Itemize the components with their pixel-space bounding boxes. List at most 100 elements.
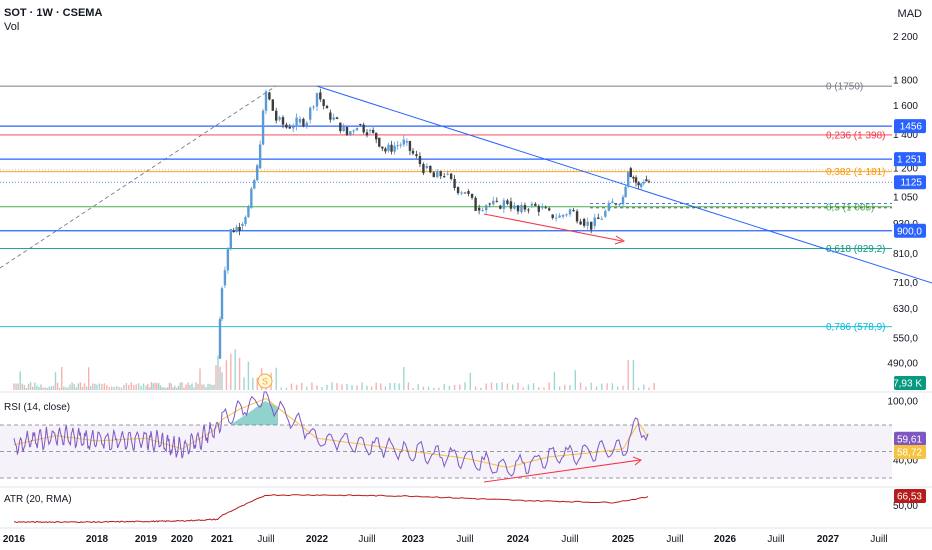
rsi-pane-title[interactable]: RSI (14, close)	[4, 402, 71, 413]
price-axis-tick: 1 400	[893, 130, 918, 141]
volume-bar	[485, 383, 487, 390]
candle-body	[640, 183, 643, 188]
volume-bar	[238, 357, 241, 390]
volume-bar	[183, 387, 185, 390]
volume-bar	[177, 385, 180, 390]
volume-bar	[256, 377, 258, 390]
atr-pane-title[interactable]: ATR (20, RMA)	[4, 494, 72, 505]
candle-body	[247, 205, 250, 218]
volume-bar	[522, 387, 524, 390]
volume-bar	[94, 383, 96, 390]
candle-body	[541, 207, 544, 209]
candle-body	[429, 165, 432, 173]
candle-body	[365, 132, 369, 136]
candle-body	[627, 172, 630, 187]
volume-bar	[172, 387, 174, 390]
candle-body	[527, 209, 530, 211]
volume-bar	[427, 386, 430, 390]
candle-body	[275, 110, 278, 121]
volume-bar	[65, 387, 67, 390]
volume-bar	[61, 367, 63, 390]
volume-bar	[443, 383, 445, 390]
volume-bar	[125, 382, 128, 390]
candle-body	[534, 203, 537, 206]
volume-bar	[389, 383, 391, 390]
volume-bar	[85, 386, 88, 390]
candle-body	[298, 118, 302, 123]
candle-body	[520, 205, 523, 213]
candle-body	[250, 188, 253, 208]
volume-bar	[230, 353, 232, 390]
candle-body	[345, 126, 349, 135]
earnings-badge-icon	[257, 373, 273, 389]
volume-bar	[50, 386, 53, 390]
volume-bar	[150, 382, 153, 390]
volume-bar	[152, 383, 154, 390]
atr-axis-tick: 50,00	[893, 501, 918, 512]
volume-bar	[31, 386, 34, 390]
candle-body	[278, 117, 281, 120]
candle-body	[499, 205, 502, 209]
candle-body	[295, 117, 298, 127]
time-axis-label: 2022	[306, 534, 329, 545]
price-tag-bg	[894, 152, 926, 167]
candle-body	[355, 128, 359, 131]
time-axis-label: Juill	[561, 534, 578, 545]
volume-bar	[67, 387, 69, 390]
candle-body	[292, 126, 295, 129]
candle-body	[470, 193, 474, 198]
volume-bar	[71, 382, 73, 390]
candle-body	[415, 154, 418, 157]
candle-body	[322, 99, 325, 106]
volume-bar	[13, 383, 15, 390]
price-tag-bg	[894, 175, 926, 190]
volume-bar	[221, 372, 223, 390]
volume-bar	[157, 382, 160, 390]
candle-body	[642, 182, 645, 184]
candle-body	[390, 144, 393, 152]
volume-bar	[393, 382, 396, 390]
chart-header: SOT · 1W · CSEMA Vol	[4, 6, 102, 34]
candle-body	[264, 91, 268, 111]
volume-bar	[351, 385, 353, 390]
candle-body	[375, 132, 378, 140]
candle-body	[446, 173, 449, 175]
volume-label[interactable]: Vol	[4, 21, 20, 33]
volume-bar	[36, 385, 38, 390]
candle-body	[463, 192, 467, 194]
candle-body	[488, 203, 491, 205]
candle-body	[325, 105, 329, 109]
volume-bar	[15, 383, 17, 390]
volume-bar	[52, 385, 55, 390]
volume-bar	[548, 382, 550, 390]
rsi-axis-tick: 40,00	[893, 456, 918, 467]
volume-bar	[311, 382, 313, 390]
volume-bar	[595, 386, 598, 390]
volume-bar	[306, 386, 308, 390]
volume-bar	[46, 387, 48, 390]
rsi-ma-value-tag: 58,72	[897, 447, 922, 458]
volume-bar	[438, 387, 440, 390]
candle-body	[607, 203, 611, 211]
candle-body	[467, 191, 470, 194]
candle-body	[315, 93, 319, 107]
candle-body	[604, 210, 607, 217]
time-axis-label: 2024	[507, 534, 530, 545]
volume-bar	[103, 383, 106, 390]
candle-body	[456, 187, 460, 193]
volume-bar	[135, 384, 137, 390]
volume-bar	[464, 382, 466, 390]
candle-body	[329, 112, 332, 120]
price-tag: 900,0	[897, 226, 922, 237]
volume-bar	[346, 383, 348, 390]
candle-body	[618, 204, 621, 206]
fib-level-label: 0 (1750)	[826, 82, 863, 93]
time-axis-label: 2025	[612, 534, 635, 545]
volume-bar	[632, 360, 635, 390]
symbol-title[interactable]: SOT · 1W · CSEMA	[4, 7, 103, 19]
time-axis-label: 2020	[171, 534, 194, 545]
volume-bar	[532, 383, 535, 390]
volume-bar	[137, 383, 140, 390]
volume-bar	[191, 383, 193, 390]
